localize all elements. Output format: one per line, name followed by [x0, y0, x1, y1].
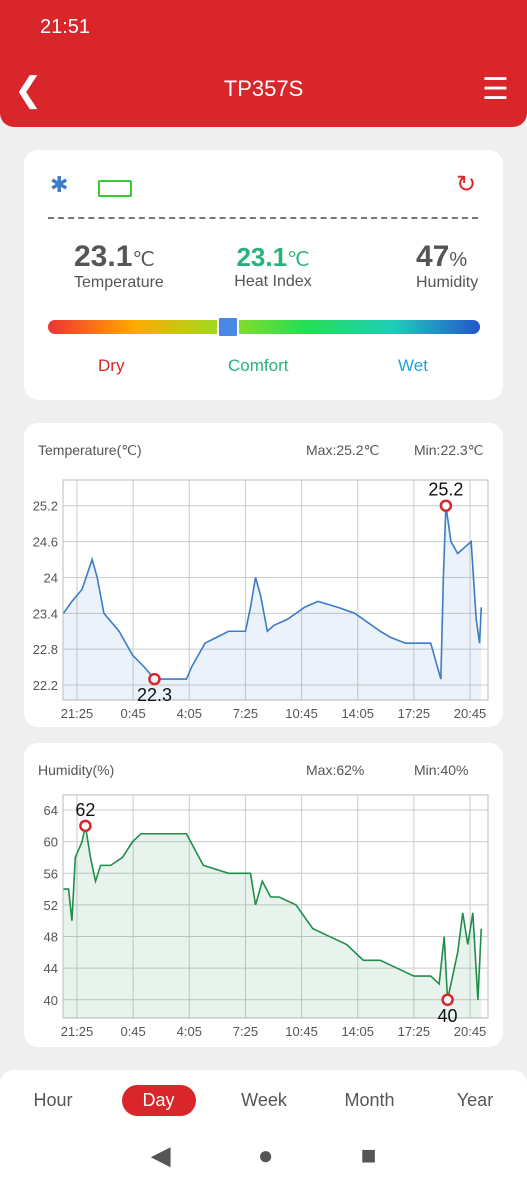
- refresh-button[interactable]: ↻: [456, 171, 477, 198]
- area: [63, 505, 482, 700]
- max-label: Max:25.2℃: [306, 442, 379, 458]
- x-tick-label: 10:45: [285, 706, 318, 721]
- chart-title: Humidity(%): [38, 762, 114, 778]
- extreme-marker: [79, 819, 92, 833]
- heat-index: 23.1℃ Heat Index: [226, 242, 320, 291]
- x-tick-label: 14:05: [341, 706, 374, 721]
- menu-button[interactable]: ☰: [482, 73, 509, 106]
- x-tick-label: 0:45: [120, 1024, 145, 1039]
- annotation: 62: [75, 800, 95, 820]
- extreme-marker: [441, 993, 454, 1007]
- hi-unit: ℃: [287, 249, 310, 271]
- x-tick-label: 20:45: [454, 1024, 487, 1039]
- back-button[interactable]: ❮: [14, 71, 43, 109]
- max-label: Max:62%: [306, 762, 364, 778]
- temperature: 23.1℃ Temperature: [74, 240, 164, 292]
- x-tick-label: 7:25: [233, 706, 258, 721]
- x-tick-label: 4:05: [177, 706, 202, 721]
- y-tick-label: 64: [44, 803, 58, 818]
- y-tick-label: 52: [44, 898, 58, 913]
- x-tick-label: 17:25: [398, 1024, 431, 1039]
- y-tick-label: 22.2: [33, 678, 58, 693]
- tab[interactable]: Hour: [33, 1090, 73, 1110]
- hum-unit: %: [449, 249, 468, 271]
- battery-icon: [98, 180, 132, 197]
- wet-label: Wet: [398, 356, 428, 375]
- y-tick-label: 25.2: [33, 499, 58, 514]
- chart: Humidity(%) Max:62% Min:40% 40 44 48 52 56 60 64 2…: [38, 762, 489, 1039]
- dry-label: Dry: [98, 356, 125, 375]
- chart-card: Humidity(%) Max:62% Min:40% 40 44 48 52 56 60 64 2…: [24, 743, 503, 1047]
- plot-frame: [62, 479, 489, 701]
- tab[interactable]: Week: [241, 1090, 287, 1110]
- nav-bar: ◀ ● ■: [150, 1140, 377, 1170]
- comfort-thumb: [217, 316, 239, 338]
- x-tick-label: 0:45: [120, 706, 145, 721]
- y-tick-label: 24.6: [33, 535, 58, 550]
- hi-value: 23.1: [236, 242, 288, 272]
- annotation: 22.3: [137, 685, 172, 705]
- comfort-label: Comfort: [228, 356, 289, 375]
- plot-frame: [62, 794, 489, 1019]
- extreme-marker: [439, 499, 453, 512]
- app-bar: 21:51 ❮ TP357S ☰: [0, 0, 527, 127]
- tab[interactable]: Day: [121, 1085, 196, 1116]
- comfort-bar: [48, 320, 480, 334]
- tab[interactable]: Year: [456, 1090, 494, 1110]
- chart-card: Temperature(℃) Max:25.2℃ Min:22.3℃ 22.2 22.8…: [24, 423, 503, 727]
- y-tick-label: 44: [44, 961, 58, 976]
- temp-label: Temperature: [74, 274, 164, 291]
- temp-unit: ℃: [132, 249, 155, 271]
- current-card: ✱ ↻ 23.1℃ Temperature 23.1℃ Heat Index 47%…: [24, 150, 503, 400]
- x-tick-label: 14:05: [341, 1024, 374, 1039]
- x-tick-label: 7:25: [233, 1024, 258, 1039]
- min-label: Min:40%: [414, 762, 468, 778]
- area: [63, 825, 482, 1018]
- y-tick-label: 23.4: [33, 606, 58, 621]
- annotation: 40: [438, 1006, 458, 1026]
- extreme-marker: [148, 672, 161, 686]
- bluetooth-icon: ✱: [50, 172, 69, 197]
- y-tick-label: 56: [44, 866, 58, 881]
- x-tick-label: 4:05: [177, 1024, 202, 1039]
- clock: 21:51: [40, 16, 91, 38]
- title: TP357S: [223, 76, 304, 101]
- y-tick-label: 40: [44, 993, 58, 1008]
- annotation: 25.2: [428, 480, 463, 500]
- hi-label: Heat Index: [234, 273, 312, 290]
- temp-value: 23.1: [74, 240, 133, 273]
- y-tick-label: 22.8: [33, 642, 58, 657]
- humidity: 47% Humidity: [416, 240, 478, 292]
- hum-label: Humidity: [416, 274, 479, 291]
- y-tick-label: 60: [44, 835, 58, 850]
- tab[interactable]: Month: [344, 1090, 395, 1110]
- y-tick-label: 24: [44, 570, 58, 585]
- bottom-panel: [0, 1070, 527, 1200]
- y-tick-label: 48: [44, 930, 58, 945]
- x-tick-label: 21:25: [61, 706, 94, 721]
- chart-title: Temperature(℃): [38, 442, 142, 458]
- hum-value: 47: [416, 240, 450, 273]
- x-tick-label: 17:25: [398, 706, 431, 721]
- x-tick-label: 20:45: [454, 706, 487, 721]
- min-label: Min:22.3℃: [414, 442, 483, 458]
- x-tick-label: 10:45: [285, 1024, 318, 1039]
- chart: Temperature(℃) Max:25.2℃ Min:22.3℃ 22.2 22.8…: [33, 442, 489, 721]
- x-tick-label: 21:25: [61, 1024, 94, 1039]
- divider: [48, 217, 478, 219]
